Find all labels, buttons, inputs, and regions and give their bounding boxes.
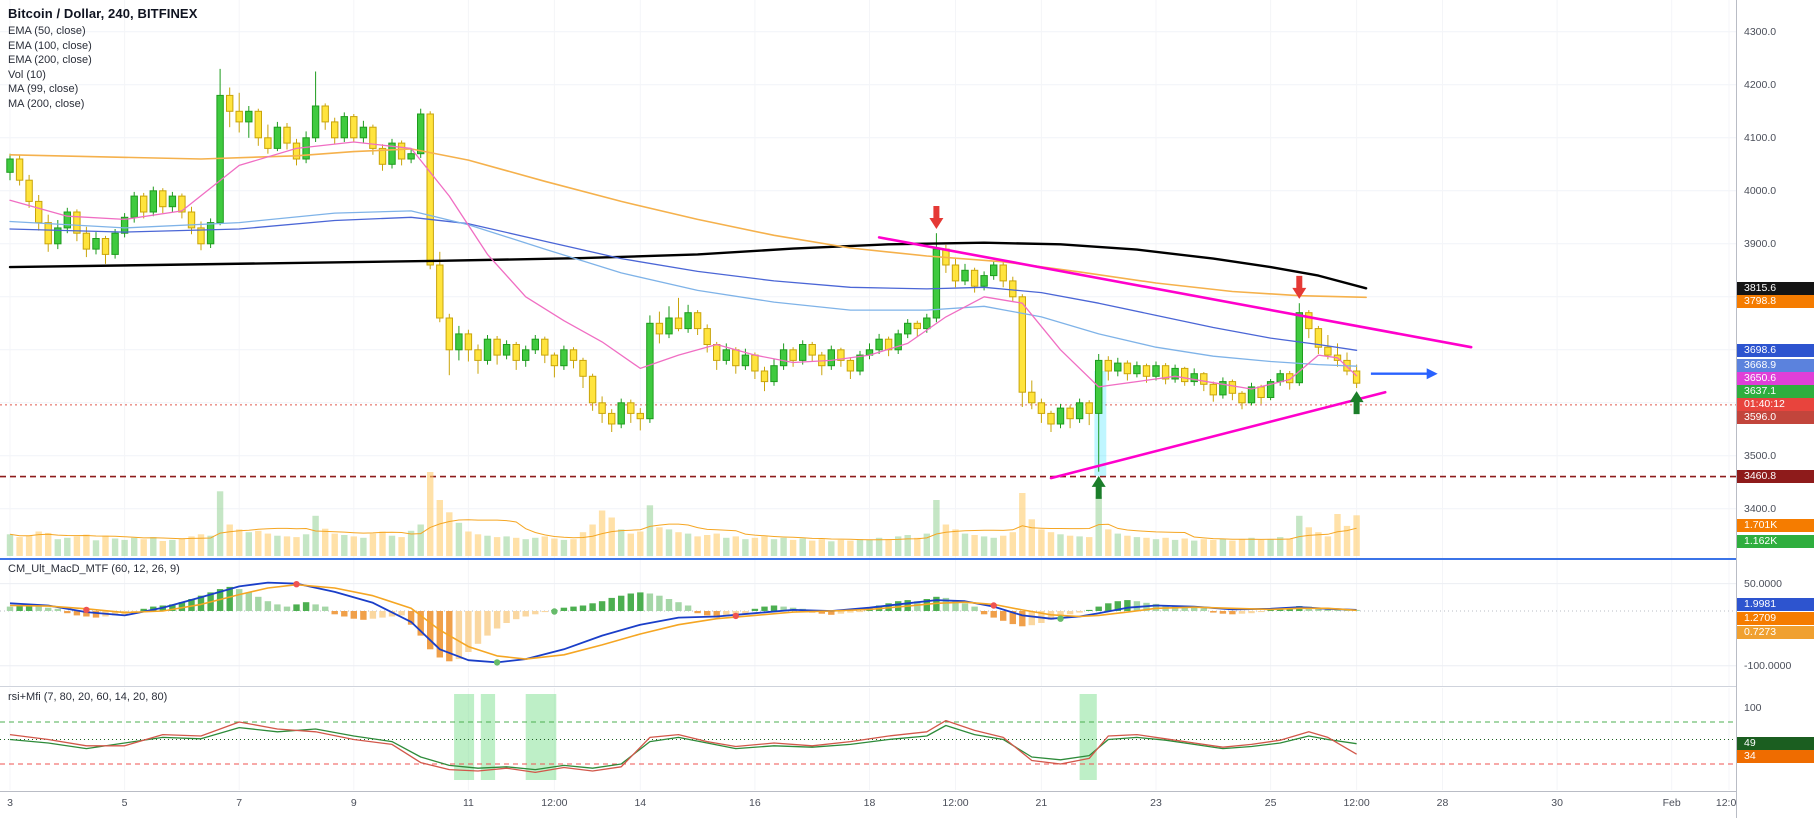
ma200-black-line [8,241,1368,290]
time-axis-label: 25 [1264,797,1277,809]
moving-average-lines [8,141,1368,390]
buy-arrow-icon [1091,475,1106,499]
trendlines[interactable] [877,236,1473,480]
price-badge: 3668.9 [1737,359,1814,373]
symbol-title[interactable]: Bitcoin / Dollar, 240, BITFINEX [8,6,198,21]
rsi-value-badge: 49 [1737,736,1814,750]
price-axis-label: 4100.0 [1744,131,1777,144]
time-axis-label: 12:00 [1343,797,1370,809]
time-axis-label: 12:00 [942,797,969,809]
alert-lines[interactable] [0,404,1736,478]
price-axis-label: 3400.0 [1744,502,1777,515]
projection-arrow-icon [1370,368,1438,380]
price-axis[interactable]: 4300.0 4200.0 4100.0 4000.0 3900.0 3500.0 3400… [1736,0,1814,818]
rsi-indicator-label[interactable]: rsi+Mfi (7, 80, 20, 60, 14, 20, 80) [8,691,168,703]
macd-grid [0,560,1736,686]
time-axis-label: 16 [749,797,761,809]
macd-panel-chart[interactable] [0,560,1736,686]
time-axis[interactable]: 3 5 7 9 11 12:00 14 16 18 12:00 21 23 25 12:00 28 30 Feb… [0,791,1742,818]
ma99-orange-line [9,148,1367,299]
price-badge: 3798.8 [1737,294,1814,308]
time-axis-label: 12:00 [541,797,568,809]
time-axis-label: 5 [121,797,128,809]
volume-bars [6,472,1360,557]
indicator-legend-item[interactable]: MA (99, close) [8,83,79,95]
macd-cross-dot-red [83,606,90,614]
macd-cross-dot-green [551,608,558,615]
time-axis-label: 30 [1551,797,1563,809]
mfi-line [9,724,1357,771]
rsi-axis-label: 100 [1744,702,1762,714]
price-badge: 1.701K [1737,518,1814,532]
price-axis-label: 3500.0 [1744,449,1777,462]
time-axis-label: 14 [634,797,647,809]
rsi-grid [9,688,1730,790]
macd-axis-label: -100.0000 [1744,659,1792,672]
indicator-legend-item[interactable]: EMA (100, close) [8,39,92,52]
macd-value-badge: 0.7273 [1737,626,1814,639]
price-axis-label: 3900.0 [1744,237,1777,250]
time-axis-label: 11 [462,797,474,809]
price-badge: 3460.8 [1737,469,1814,483]
sell-arrow-icon [929,206,944,229]
panel-separator-macd[interactable] [0,686,1814,687]
macd-cross-dot-red [990,602,997,609]
rsi-value-badge: 34 [1737,749,1814,763]
indicator-legend-item[interactable]: EMA (200, close) [8,54,92,66]
price-badge: 3815.6 [1737,281,1814,295]
signal-arrows[interactable] [929,206,1438,499]
buy-arrow-icon [1349,391,1364,415]
rsi-line [9,719,1357,774]
price-badge: 3596.0 [1737,411,1814,425]
volume-ma-line [9,519,1357,541]
macd-line [9,581,1357,664]
price-axis-label: 4200.0 [1744,78,1777,91]
time-axis-label: 7 [236,797,243,809]
main-price-chart[interactable] [0,0,1736,558]
macd-value-badge: 1.9981 [1737,598,1814,611]
price-badge: 3698.6 [1737,343,1814,357]
ema-magenta-line [9,141,1358,390]
macd-cross-dot-green [1057,615,1064,622]
countdown-badge: 01:40:12 [1737,398,1814,412]
macd-value-badge: 1.2709 [1737,612,1814,625]
indicator-legend-item[interactable]: EMA (50, close) [8,25,86,37]
macd-cross-dot-green [493,659,501,666]
macd-cross-dot-red [293,581,300,588]
time-axis-label: 21 [1035,797,1048,809]
ema-blue-line [9,216,1358,351]
price-badge: 1.162K [1737,534,1814,548]
macd-indicator-label[interactable]: CM_Ult_MacD_MTF (60, 12, 26, 9) [8,563,180,575]
time-axis-label: 12:00 [1715,797,1743,809]
grid-layer [0,0,1736,558]
macd-signal-line [9,583,1357,660]
time-axis-label: 3 [7,797,13,809]
symbol-legend: Bitcoin / Dollar, 240, BITFINEX EMA (50,… [8,6,197,111]
indicator-legend-list: EMA (50, close) EMA (100, close) EMA (200,… [8,24,197,111]
price-axis-label: 4000.0 [1744,184,1777,197]
indicator-legend-item[interactable]: MA (200, close) [8,97,85,110]
time-axis-label: Feb [1662,797,1681,809]
ascending-trendline [1049,390,1387,480]
price-axis-label: 4300.0 [1744,25,1777,38]
indicator-legend-item[interactable]: Vol (10) [8,68,46,81]
ema-lightblue-line [9,210,1358,367]
time-axis-label: 18 [863,797,876,809]
time-axis-label: 28 [1436,797,1449,809]
rsi-panel-chart[interactable] [0,688,1736,790]
time-axis-label: 23 [1150,797,1162,809]
price-badge: 3637.1 [1737,385,1814,399]
sell-arrow-icon [1292,275,1307,299]
macd-cross-dot-red [732,612,739,620]
macd-axis-label: 50.0000 [1744,577,1782,590]
panel-separator-main[interactable] [0,558,1814,560]
time-axis-label: 9 [350,797,357,809]
candles-layer [6,68,1361,472]
price-badge: 3650.6 [1737,372,1814,386]
rsi-highlight-bands [454,694,1097,780]
highlight-band[interactable] [1094,371,1107,476]
descending-trendline [877,236,1473,349]
